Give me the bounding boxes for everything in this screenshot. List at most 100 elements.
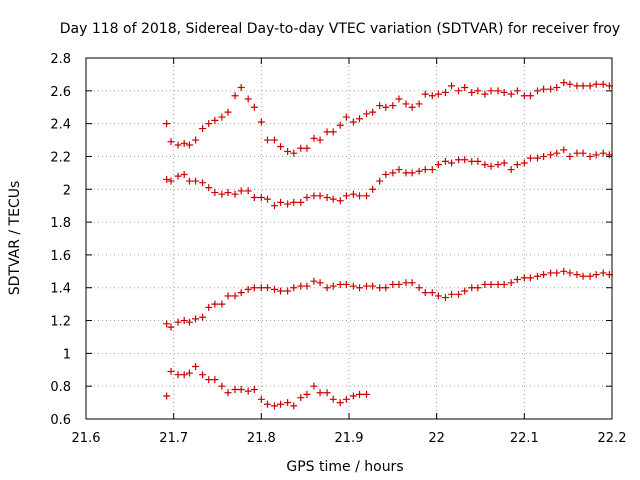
- data-point: [310, 192, 318, 200]
- y-tick-label: 1: [63, 347, 71, 362]
- data-point: [382, 171, 390, 179]
- data-point: [231, 292, 239, 300]
- data-point: [455, 87, 463, 95]
- data-point: [211, 376, 219, 384]
- data-point: [323, 284, 331, 292]
- x-tick-label: 22.2: [598, 431, 627, 446]
- data-point: [185, 318, 193, 326]
- data-point: [520, 159, 528, 167]
- data-point: [237, 187, 245, 195]
- data-point: [167, 323, 175, 331]
- data-point: [540, 271, 548, 279]
- y-tick-label: 2.2: [50, 150, 71, 165]
- data-point: [382, 284, 390, 292]
- data-point: [363, 192, 371, 200]
- data-point: [180, 317, 188, 325]
- series-4: [163, 362, 371, 410]
- y-tick-label: 1.6: [50, 249, 71, 264]
- y-tick-label: 2: [63, 183, 71, 198]
- data-point: [174, 172, 182, 180]
- y-tick-label: 0.8: [50, 380, 71, 395]
- data-point: [336, 280, 344, 288]
- data-point: [218, 113, 226, 121]
- data-point: [218, 382, 226, 390]
- data-point: [573, 149, 581, 157]
- y-tick-label: 1.4: [50, 282, 71, 297]
- data-point: [250, 385, 258, 393]
- x-tick-label: 21.9: [335, 431, 364, 446]
- data-point: [336, 121, 344, 129]
- data-point: [507, 279, 515, 287]
- data-point: [290, 402, 298, 410]
- data-point: [205, 120, 213, 128]
- data-point: [448, 82, 456, 90]
- data-point: [303, 282, 311, 290]
- grid: [86, 58, 612, 419]
- series-1: [163, 79, 613, 157]
- data-point: [270, 136, 278, 144]
- data-point: [199, 125, 207, 133]
- data-point: [415, 167, 423, 175]
- data-point: [389, 102, 397, 110]
- data-point: [342, 395, 350, 403]
- data-point: [428, 92, 436, 100]
- data-point: [303, 193, 311, 201]
- data-point: [481, 161, 489, 169]
- data-point: [421, 166, 429, 174]
- data-point: [257, 118, 265, 126]
- data-point: [231, 92, 239, 100]
- data-point: [363, 390, 371, 398]
- data-point: [408, 169, 416, 177]
- data-point: [481, 90, 489, 98]
- data-point: [500, 280, 508, 288]
- data-point: [310, 277, 318, 285]
- data-point: [474, 284, 482, 292]
- data-point: [402, 279, 410, 287]
- data-point: [592, 151, 600, 159]
- data-point: [349, 282, 357, 290]
- data-point: [323, 389, 331, 397]
- data-point: [263, 284, 271, 292]
- y-tick-label: 2.6: [50, 85, 71, 100]
- data-point: [263, 195, 271, 203]
- data-point: [592, 80, 600, 88]
- data-point: [174, 318, 182, 326]
- y-tick-label: 0.6: [50, 413, 71, 428]
- data-point: [434, 161, 442, 169]
- data-point: [586, 82, 594, 90]
- data-point: [428, 289, 436, 297]
- data-point: [461, 287, 469, 295]
- data-point: [356, 192, 364, 200]
- data-point: [316, 192, 324, 200]
- data-point: [363, 282, 371, 290]
- data-point: [167, 367, 175, 375]
- data-point: [185, 177, 193, 185]
- data-point: [356, 115, 364, 123]
- data-point: [211, 116, 219, 124]
- data-point: [533, 272, 541, 280]
- data-point: [270, 202, 278, 210]
- data-point: [174, 141, 182, 149]
- data-point: [356, 284, 364, 292]
- data-point: [382, 103, 390, 111]
- data-point: [329, 282, 337, 290]
- data-point: [415, 100, 423, 108]
- data-point: [257, 193, 265, 201]
- data-point: [579, 272, 587, 280]
- data-point: [316, 136, 324, 144]
- data-point: [342, 113, 350, 121]
- data-point: [336, 399, 344, 407]
- data-point: [297, 394, 305, 402]
- data-point: [395, 95, 403, 103]
- x-tick-label: 21.7: [159, 431, 188, 446]
- data-point: [494, 87, 502, 95]
- data-point: [211, 300, 219, 308]
- x-tick-label: 21.6: [72, 431, 101, 446]
- data-point: [284, 399, 292, 407]
- data-point: [599, 269, 607, 277]
- y-tick-label: 2.8: [50, 52, 71, 67]
- data-point: [329, 195, 337, 203]
- data-point: [205, 303, 213, 311]
- data-point: [303, 390, 311, 398]
